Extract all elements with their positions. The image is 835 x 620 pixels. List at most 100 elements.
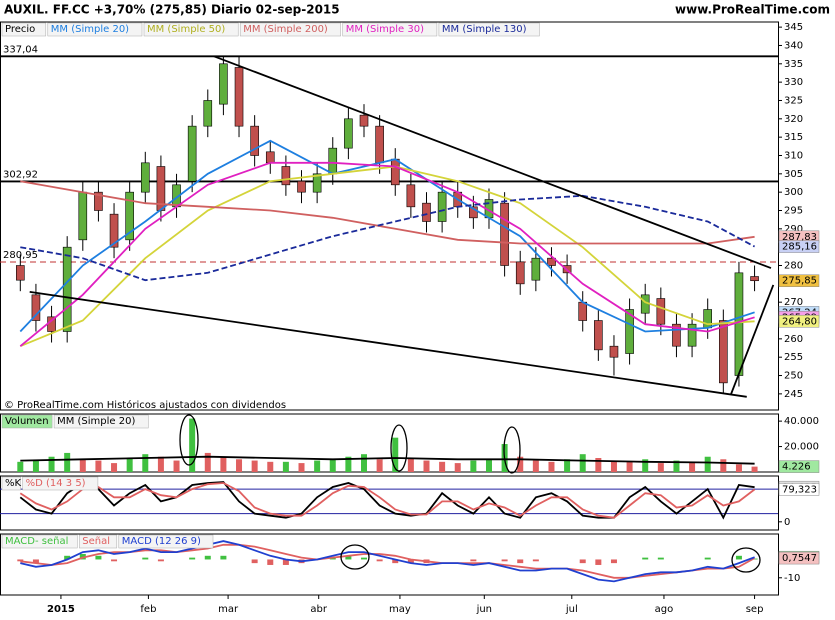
volume-bar <box>579 454 586 472</box>
volume-bar <box>610 460 617 472</box>
candle-body <box>250 125 259 156</box>
x-tick-label: mar <box>218 604 239 615</box>
volume-bar <box>79 459 86 472</box>
volume-bar <box>439 461 446 472</box>
candle-body <box>437 191 447 222</box>
volume-bar <box>17 461 24 472</box>
y-tick-label: 315 <box>784 132 803 143</box>
histogram-bar <box>17 559 24 562</box>
x-tick-label: jun <box>476 604 492 615</box>
x-tick-label: may <box>389 604 411 615</box>
candle-body <box>94 191 103 211</box>
volume-bar <box>173 460 180 472</box>
candle-body <box>531 257 541 281</box>
x-tick-label: ago <box>655 604 674 615</box>
y-tick-label: 40.000 <box>784 416 819 427</box>
candle-body <box>359 114 369 127</box>
candle-body <box>375 125 384 164</box>
legend-box <box>1 414 53 429</box>
y-tick-label: 310 <box>784 150 803 161</box>
volume-bar <box>392 437 399 472</box>
highlight-circle <box>390 424 408 472</box>
value-badge-label: 275,85 <box>782 276 817 287</box>
legend-box <box>1 534 78 549</box>
value-badge-label: 287,83 <box>782 232 817 243</box>
candle-body <box>297 180 306 193</box>
y-tick-label: 250 <box>784 371 803 382</box>
volume-bar <box>142 454 149 472</box>
histogram-bar <box>329 557 336 560</box>
volume-bar <box>298 463 305 472</box>
histogram-bar <box>595 559 602 565</box>
y-tick-label: 320 <box>784 114 803 125</box>
volume-bar <box>282 461 289 472</box>
candle-body <box>625 309 634 354</box>
volume-bar <box>220 456 227 472</box>
candle-body <box>609 345 619 358</box>
legend-box <box>79 534 118 549</box>
candle-body <box>547 257 556 266</box>
volume-bar <box>314 460 321 472</box>
candle-body <box>109 213 119 248</box>
volume-bar <box>532 460 539 472</box>
volume-bar <box>485 459 492 472</box>
histogram-bar <box>501 559 508 562</box>
legend-label: MM (Simple 20) <box>57 416 135 427</box>
candle-body <box>203 100 213 127</box>
histogram-bar <box>532 559 539 562</box>
volume-bar <box>111 463 118 472</box>
series-line <box>19 161 755 347</box>
footnote: © ProRealTime.com Históricos ajustados c… <box>4 399 286 411</box>
y-tick-label: 305 <box>784 169 803 180</box>
candle-body <box>125 191 134 241</box>
legend-box <box>53 414 149 429</box>
candle-body <box>719 320 728 384</box>
candle-body <box>62 246 72 332</box>
volume-bar <box>735 464 742 472</box>
volume-bar <box>657 463 664 472</box>
histogram-bar <box>204 555 211 560</box>
volume-bar <box>517 456 524 472</box>
histogram-bar <box>282 559 289 565</box>
candle-body <box>265 151 275 164</box>
value-badge-label: 264,80 <box>782 316 817 327</box>
histogram-bar <box>95 555 102 560</box>
legend-label: %D (14 3 5) <box>26 478 86 489</box>
trend-line <box>213 55 772 269</box>
panel-frame <box>0 21 779 411</box>
volume-bar <box>267 461 274 472</box>
candle-body <box>672 323 681 347</box>
candle-body <box>687 323 697 347</box>
y-tick-label: 330 <box>784 77 803 88</box>
candle-body <box>656 298 666 325</box>
y-tick-label: 300 <box>784 187 803 198</box>
histogram-bar <box>157 559 164 562</box>
legend-label: MM (Simple 130) <box>442 24 527 35</box>
candle-body <box>750 276 759 282</box>
legend-box <box>22 476 99 491</box>
trend-line <box>730 284 775 395</box>
volume-bar <box>704 456 711 472</box>
y-tick-label: 345 <box>784 22 803 33</box>
histogram-bar <box>376 559 383 562</box>
x-tick-label: jul <box>565 604 578 615</box>
highlight-circle <box>503 426 521 474</box>
histogram-bar <box>142 557 149 560</box>
value-badge <box>778 483 820 496</box>
legend-label: Precio <box>5 24 35 35</box>
legend-label: MM (Simple 30) <box>346 24 424 35</box>
volume-bar <box>236 459 243 472</box>
legend-box <box>342 22 438 37</box>
y-tick-label: 260 <box>784 334 803 345</box>
candle-body <box>312 173 322 193</box>
histogram-bar <box>579 559 586 564</box>
legend-box <box>1 22 47 37</box>
y-tick-label: 245 <box>784 389 803 400</box>
plot <box>17 418 758 472</box>
volume-bar <box>564 459 571 472</box>
volume-bar <box>329 459 336 472</box>
volume-bar <box>376 459 383 472</box>
y-tick-label: -10 <box>784 573 800 584</box>
